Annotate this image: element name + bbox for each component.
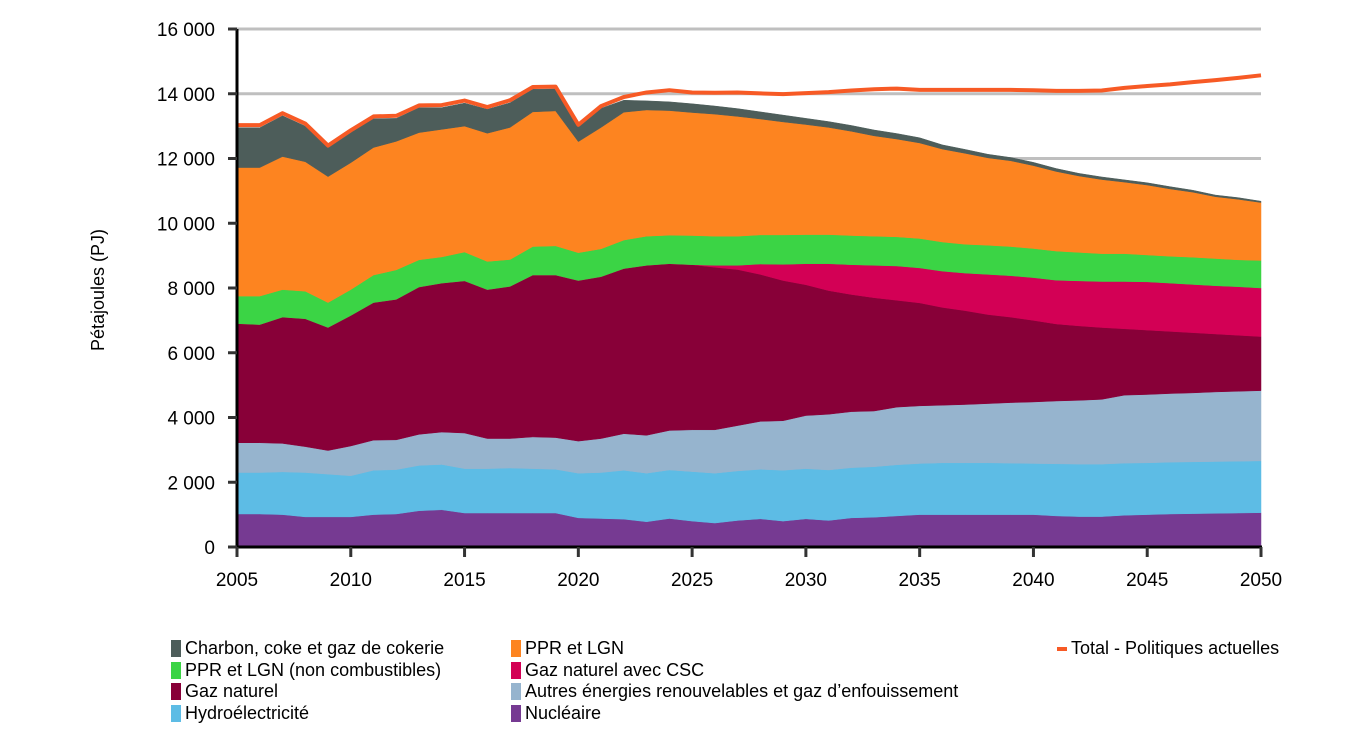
- total-line-group: [237, 73, 1262, 148]
- line-total-politiques-actuelles: [237, 73, 1262, 148]
- x-tick-label: 2020: [557, 570, 599, 591]
- legend-item: PPR et LGN (non combustibles): [171, 660, 444, 682]
- x-tick-label: 2050: [1240, 570, 1282, 591]
- legend-item: Total - Politiques actuelles: [1057, 638, 1279, 660]
- x-tick-label: 2025: [671, 570, 713, 591]
- legend-label: Charbon, coke et gaz de cokerie: [185, 638, 445, 658]
- x-tick-label: 2045: [1126, 570, 1168, 591]
- legend-item: Nucléaire: [511, 703, 958, 725]
- y-tick-label: 14 000: [157, 85, 215, 106]
- y-ticks: 0 2 000 4 000 6 000 8 000 10 000 12 000 14 000 1…: [157, 20, 237, 559]
- legend-item: Gaz naturel: [171, 681, 444, 703]
- legend-column-1: Charbon, coke et gaz de cokerie PPR et LG…: [171, 638, 444, 724]
- legend-label: Autres énergies renouvelables et gaz d’e…: [525, 681, 959, 701]
- x-tick-label: 2035: [899, 570, 941, 591]
- legend-label: Gaz naturel avec CSC: [525, 659, 705, 680]
- legend-label: Total - Politiques actuelles: [1071, 638, 1280, 658]
- legend-swatch: [171, 683, 181, 701]
- y-tick-label: 16 000: [157, 20, 215, 41]
- legend-column-3: Total - Politiques actuelles: [1057, 638, 1279, 660]
- legend-item: Hydroélectricité: [171, 703, 444, 725]
- y-tick-label: 6 000: [167, 344, 215, 365]
- legend-swatch: [511, 704, 521, 722]
- legend-swatch: [171, 661, 181, 679]
- y-tick-label: 0: [204, 538, 215, 559]
- legend-item: Gaz naturel avec CSC: [511, 660, 958, 682]
- legend-line-swatch: [1057, 646, 1067, 651]
- legend-item: Autres énergies renouvelables et gaz d’e…: [511, 681, 958, 703]
- y-axis-title: Pétajoules (PJ): [88, 229, 108, 351]
- y-tick-label: 10 000: [157, 214, 215, 235]
- x-ticks: 2005 2010 2015 2020 2025 2030 2035 2040 2045 2050: [216, 547, 1282, 591]
- legend-label: Hydroélectricité: [185, 702, 310, 723]
- x-tick-label: 2005: [216, 570, 258, 591]
- legend-item: PPR et LGN: [511, 638, 958, 660]
- legend-swatch: [511, 683, 521, 701]
- x-tick-label: 2010: [330, 570, 372, 591]
- y-tick-label: 4 000: [167, 409, 215, 430]
- x-tick-label: 2030: [785, 570, 827, 591]
- legend-label: PPR et LGN: [525, 638, 625, 658]
- legend-label: Gaz naturel: [185, 681, 279, 701]
- legend-column-2: PPR et LGN Gaz naturel avec CSC Autres éne…: [511, 638, 958, 724]
- legend-swatch: [511, 661, 521, 679]
- x-tick-label: 2015: [443, 570, 485, 591]
- y-tick-label: 12 000: [157, 150, 215, 171]
- legend-label: Nucléaire: [525, 702, 602, 723]
- y-tick-label: 8 000: [167, 279, 215, 300]
- legend-label: PPR et LGN (non combustibles): [185, 659, 442, 680]
- legend-swatch: [171, 704, 181, 722]
- legend-swatch: [171, 640, 181, 658]
- x-tick-label: 2040: [1012, 570, 1054, 591]
- y-tick-label: 2 000: [167, 473, 215, 494]
- legend-item: Charbon, coke et gaz de cokerie: [171, 638, 444, 660]
- legend-swatch: [511, 640, 521, 658]
